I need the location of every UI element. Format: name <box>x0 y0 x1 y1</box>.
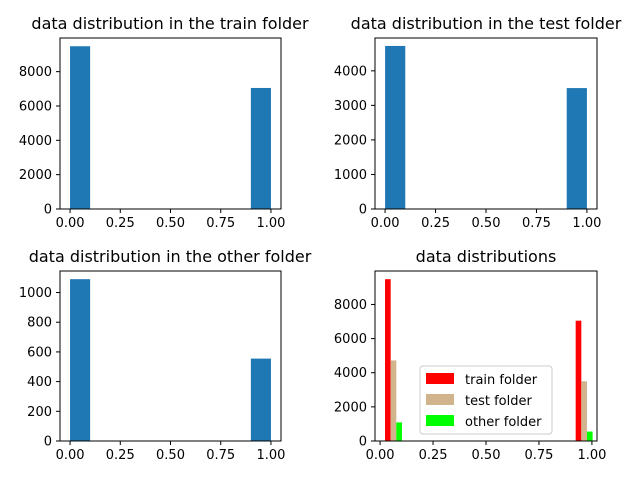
bar-0-1 <box>250 87 271 209</box>
y-tick-label: 0 <box>359 203 367 218</box>
bars-group <box>385 45 587 210</box>
x-tick-label: 1.00 <box>577 448 606 463</box>
y-tick-label: 6000 <box>19 99 52 114</box>
y-tick-label: 600 <box>27 345 52 360</box>
y-tick-label: 0 <box>359 435 367 450</box>
bars-group <box>70 279 271 441</box>
bar-0-1 <box>250 358 271 441</box>
subplot-test: data distribution in the test folder 0.0… <box>334 14 622 231</box>
legend-label-train: train folder <box>465 373 538 388</box>
legend: train folder test folder other folder <box>419 365 553 435</box>
y-tick-label: 1000 <box>334 168 367 183</box>
y-tick-label: 800 <box>27 316 52 331</box>
y-tick-label: 0 <box>44 435 52 450</box>
y-tick-label: 2000 <box>334 133 367 148</box>
bar-0-1 <box>575 320 582 441</box>
x-tick-label: 0.50 <box>472 448 501 463</box>
legend-label-test: test folder <box>465 394 532 409</box>
y-tick-label: 1000 <box>19 286 52 301</box>
y-tick-label: 2000 <box>19 168 52 183</box>
legend-swatch-test <box>426 394 454 405</box>
axes-group: 0.00 0.25 0.50 0.75 1.00 0 1000 2000 3000 4000 <box>334 37 601 231</box>
y-tick-label: 3000 <box>334 99 367 114</box>
legend-swatch-train <box>426 373 454 384</box>
axes-group: 0.00 0.25 0.50 0.75 1.00 0 2000 4000 6000 8000 <box>334 270 606 463</box>
y-tick-label: 4000 <box>334 64 367 79</box>
bar-1-1 <box>581 381 587 441</box>
axes-group: 0.00 0.25 0.50 0.75 1.00 0 2000 4000 6000 8000 <box>19 37 285 231</box>
y-tick-label: 8000 <box>19 65 52 80</box>
subplot-title: data distribution in the train folder <box>31 14 309 33</box>
y-tick-label: 0 <box>44 203 52 218</box>
x-tick-label: 0.75 <box>524 448 553 463</box>
y-tick-label: 200 <box>27 405 52 420</box>
x-tick-label: 0.50 <box>156 448 185 463</box>
bar-0-1 <box>566 88 587 209</box>
bar-2-0 <box>396 422 402 441</box>
axes-group: 0.00 0.25 0.50 0.75 1.00 0 200 400 600 800 1000 <box>19 270 285 463</box>
bar-2-1 <box>586 431 593 441</box>
x-tick-label: 0.00 <box>56 448 85 463</box>
x-tick-label: 0.75 <box>206 216 235 231</box>
y-tick-label: 8000 <box>334 298 367 313</box>
subplot-title: data distributions <box>416 247 557 266</box>
bar-0-0 <box>385 279 391 441</box>
x-tick-label: 0.25 <box>106 216 135 231</box>
legend-label-other: other folder <box>465 415 542 430</box>
x-tick-label: 0.00 <box>371 216 400 231</box>
bar-0-0 <box>70 279 91 441</box>
x-tick-label: 0.75 <box>206 448 235 463</box>
y-tick-label: 4000 <box>334 366 367 381</box>
y-tick-label: 400 <box>27 375 52 390</box>
subplot-title: data distribution in the other folder <box>29 247 312 266</box>
subplot-other: data distribution in the other folder 0.… <box>19 247 312 463</box>
legend-swatch-other <box>426 415 454 426</box>
bars-group <box>385 279 593 441</box>
y-tick-label: 4000 <box>19 134 52 149</box>
bars-group <box>70 46 271 209</box>
x-tick-label: 0.25 <box>419 448 448 463</box>
x-tick-label: 0.50 <box>156 216 185 231</box>
x-tick-label: 0.25 <box>106 448 135 463</box>
bar-0-0 <box>70 46 91 209</box>
bar-0-0 <box>385 45 406 210</box>
subplot-title: data distribution in the test folder <box>351 14 622 33</box>
x-tick-label: 1.00 <box>256 448 285 463</box>
x-tick-label: 1.00 <box>256 216 285 231</box>
x-tick-label: 0.25 <box>421 216 450 231</box>
x-tick-label: 0.00 <box>366 448 395 463</box>
bar-1-0 <box>390 360 397 441</box>
x-tick-label: 1.00 <box>572 216 601 231</box>
y-tick-label: 2000 <box>334 400 367 415</box>
x-tick-label: 0.00 <box>56 216 85 231</box>
subplot-combined: data distributions 0.00 0.25 0.50 0.75 1.000… <box>334 247 606 463</box>
y-tick-label: 6000 <box>334 332 367 347</box>
x-tick-label: 0.50 <box>472 216 501 231</box>
subplot-train: data distribution in the train folder 0.… <box>19 14 309 231</box>
x-tick-label: 0.75 <box>522 216 551 231</box>
